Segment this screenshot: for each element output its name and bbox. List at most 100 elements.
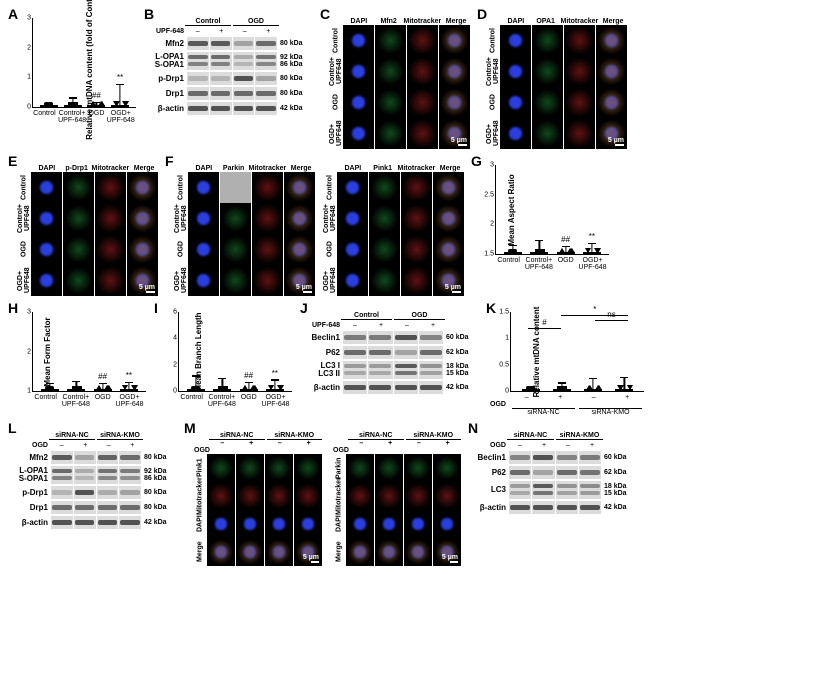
band [234,41,254,46]
micro-image [369,203,400,234]
lane [556,466,578,479]
lane-set [509,451,601,464]
lane [97,466,119,484]
lane-set [187,87,277,100]
bar-group: ** [266,389,284,391]
lane [368,381,392,394]
micro-image [188,234,219,265]
band [188,55,208,60]
lane [255,52,277,70]
data-point [242,385,248,390]
lane [579,481,601,499]
lane [74,486,96,499]
sub-row-label: OGD [8,442,50,449]
micro-col-labels: DAPIMfn2MitotrackerMerge [344,18,471,25]
protein-name: Beclin1 [468,454,506,462]
data-point [123,101,129,106]
micro-image [265,510,293,538]
lane [419,346,443,359]
protein-name: LC3 [468,486,506,494]
band [369,364,391,369]
data-point [278,385,284,390]
green-signal [406,456,430,480]
band [52,520,72,525]
blot-panel: LsiRNA-NCsiRNA-KMOOGD–+–+Mfn280 kDaL-OPA… [8,422,178,529]
x-label: Control+ UPF-648 [525,257,553,271]
bar-group: ## [240,389,258,391]
micro-group: siRNA-KMO [267,432,323,440]
significance-marker: ** [272,369,278,378]
blot-group: OGD [233,18,279,26]
data-point [221,386,225,390]
data-point [122,385,128,390]
blot-panel: NsiRNA-NCsiRNA-KMOOGD–+–+Beclin160 kDaP6… [468,422,638,514]
red-signal [435,205,461,231]
nucleus [509,65,521,77]
bar-chart: Relative mtDNA content (fold of Control)… [32,18,136,108]
micro-row-label: OGD+ UPF648 [487,118,499,149]
data-point [49,102,53,106]
bar-group: ## [557,252,575,254]
micro-image [439,87,470,118]
micro-row-label: Mitotracker [333,482,345,510]
lane [233,102,255,115]
micro-image [375,454,403,482]
blot-group: Control [341,312,392,320]
micro-image [407,25,438,56]
micro-image [284,172,315,203]
micro-col-label: Parkin [219,165,249,172]
mol-weight: 92 kDa 86 kDa [144,468,178,482]
band [52,455,72,460]
lane [579,501,601,514]
nucleus [412,518,423,529]
lane [394,361,418,379]
lane [74,466,96,484]
micro-image [31,265,62,296]
protein-name: β-actin [8,519,48,527]
micro-row-label: Merge [333,538,345,566]
pm-level: – [186,28,210,35]
micro-image [343,56,374,87]
micro-image [433,510,461,538]
band [98,469,118,474]
band [557,470,577,475]
band [557,505,577,510]
micro-image [95,265,126,296]
band [52,505,72,510]
micro-row: OGD+ UPF6485 µm [324,265,465,296]
lane [532,451,554,464]
blot-group: siRNA-NC [507,432,554,440]
lane [210,52,232,70]
band [211,62,231,67]
micro-image [404,482,432,510]
micro-image [375,538,403,566]
micro-image [31,203,62,234]
nucleus [346,181,358,193]
pm-level: + [368,322,394,329]
lane [368,346,392,359]
micro-group-labels: siRNA-NCsiRNA-KMO [347,432,462,440]
sirna-group: siRNA-NC [512,408,575,416]
micro-panel-m: MsiRNA-NCsiRNA-KMO–+–+OGDPink1Mitotracke… [184,422,462,566]
micro-image [407,87,438,118]
lane-set [51,516,141,529]
band [395,385,417,390]
micro-image [401,265,432,296]
lane [419,361,443,379]
blot-row: LC3 I LC3 II18 kDa 15 kDa [300,361,480,379]
red-signal [129,205,155,231]
micro-image [188,203,219,234]
sirna-groups: siRNA-NCsiRNA-KMO [510,408,644,416]
bar-group [522,389,540,391]
lane [233,87,255,100]
band [580,484,600,489]
error-cap [99,383,107,384]
micro-col-label: Merge [441,18,471,25]
red-signal [129,174,155,200]
micro-image [375,56,406,87]
bar-group [187,389,205,391]
micro-row: Mitotracker [194,482,323,510]
micro-row-label: Control [175,172,187,203]
x-label: OGD+ UPF-648 [262,394,290,408]
data-point [50,386,54,390]
